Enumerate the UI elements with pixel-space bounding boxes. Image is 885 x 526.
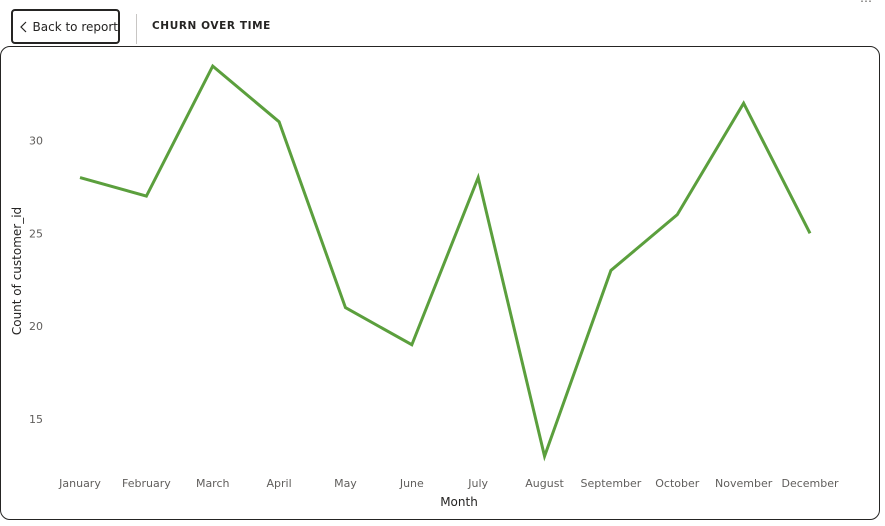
y-axis-title: Count of customer_id — [10, 207, 24, 335]
x-tick-label: December — [781, 477, 839, 490]
x-tick-label: July — [467, 477, 488, 490]
y-tick-label: 30 — [29, 134, 43, 147]
page-title: CHURN OVER TIME — [152, 20, 271, 32]
x-tick-label: November — [715, 477, 773, 490]
x-tick-label: September — [581, 477, 642, 490]
x-tick-label: August — [525, 477, 564, 490]
x-axis-title: Month — [440, 495, 478, 509]
series-group — [79, 63, 812, 462]
x-tick-label: February — [122, 477, 171, 490]
header: Back to report CHURN OVER TIME ⋯ — [0, 0, 885, 46]
y-axis-ticks: 15 20 25 30 — [29, 134, 43, 426]
back-button-label: Back to report — [32, 19, 118, 34]
x-tick-label: April — [267, 477, 292, 490]
y-tick-label: 25 — [29, 227, 43, 240]
x-tick-label: January — [58, 477, 101, 490]
line-chart: Count of customer_id 15 20 25 30 January Feb… — [10, 63, 839, 509]
chevron-left-icon — [18, 17, 30, 37]
x-tick-label: May — [334, 477, 357, 490]
y-tick-label: 15 — [29, 413, 43, 426]
series-line[interactable] — [79, 63, 812, 462]
x-tick-label: March — [196, 477, 230, 490]
y-tick-label: 20 — [29, 320, 43, 333]
header-divider — [136, 14, 137, 44]
x-axis-ticks: January February March April May June July Augu… — [58, 477, 839, 490]
back-to-report-button[interactable]: Back to report — [11, 9, 120, 44]
chart-card: Count of customer_id 15 20 25 30 January Feb… — [0, 46, 880, 520]
more-options-icon[interactable]: ⋯ — [860, 0, 873, 8]
x-tick-label: June — [399, 477, 424, 490]
x-tick-label: October — [655, 477, 699, 490]
y-axis-title-group: Count of customer_id — [10, 207, 24, 335]
